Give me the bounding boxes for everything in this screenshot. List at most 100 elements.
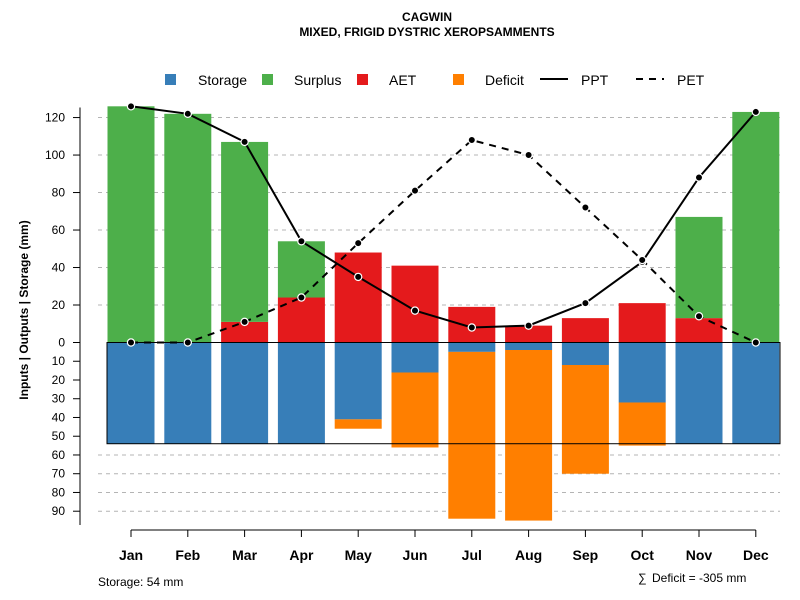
ppt-point-aug [524,321,533,330]
legend-label-pet: PET [677,72,705,88]
x-tick-label-nov: Nov [686,547,713,563]
bar-surplus-mar [221,141,269,322]
bar-deficit-may [334,419,382,429]
pet-point-may [354,238,363,248]
ppt-point-mar [240,137,249,147]
y-tick-label-lower-70: 70 [52,467,66,481]
y-tick-label-lower-10: 10 [52,354,66,368]
storage-note: Storage: 54 mm [98,575,183,589]
bar-surplus-apr [277,241,325,298]
legend-label-deficit: Deficit [485,72,524,88]
pet-point-mar [240,317,249,327]
pet-point-apr [297,293,306,302]
pet-point-feb [183,338,192,347]
ppt-point-nov [694,173,704,182]
bar-deficit-jun [391,372,439,448]
y-tick-label-upper-80: 80 [52,186,66,200]
bar-aet-nov [675,318,723,343]
bar-storage-dec [732,342,780,444]
series-lines [126,102,761,347]
bar-deficit-sep [561,364,609,474]
ppt-point-jun [410,306,420,315]
bar-aet-sep [561,318,609,343]
bar-aet-oct [618,303,666,343]
legend-swatch-deficit [453,74,464,85]
pet-point-oct [638,255,647,265]
deficit-note: Deficit = -305 mm [652,571,746,585]
bar-deficit-aug [505,349,553,521]
y-tick-label-upper-40: 40 [52,261,66,275]
legend-swatch-storage [165,74,176,85]
ppt-point-apr [297,237,306,246]
bar-storage-jan [107,342,155,444]
legend-label-storage: Storage [198,72,247,88]
bars [106,106,781,521]
ppt-point-may [354,272,363,282]
ppt-point-feb [183,109,192,119]
bar-deficit-oct [618,402,666,446]
bar-storage-oct [618,342,666,403]
y-tick-label-upper-120: 120 [45,111,65,125]
pet-point-jun [410,186,420,195]
bar-storage-nov [675,342,723,444]
ppt-point-jan [126,102,136,111]
bar-aet-jun [391,265,439,343]
ppt-point-sep [581,298,590,308]
y-tick-label-lower-50: 50 [52,429,66,443]
pet-point-jan [126,338,136,347]
legend-swatch-surplus [262,74,273,85]
chart-subtitle: MIXED, FRIGID DYSTRIC XEROPSAMMENTS [299,25,554,39]
y-tick-label-lower-20: 20 [52,373,66,387]
storage-capacity-box [106,342,781,445]
bar-storage-feb [164,342,212,444]
pet-point-dec [751,338,761,347]
bar-surplus-dec [732,111,780,343]
y-tick-label-lower-90: 90 [52,504,66,518]
x-tick-label-jun: Jun [403,547,428,563]
ppt-point-dec [751,107,761,117]
bar-storage-sep [561,342,609,365]
bar-surplus-jan [107,106,155,343]
y-tick-label-lower-80: 80 [52,485,66,499]
pet-point-jul [467,135,476,145]
legend-label-aet: AET [389,72,417,88]
bar-storage-may [334,342,382,420]
y-tick-label-lower-30: 30 [52,392,66,406]
x-tick-label-aug: Aug [515,547,542,563]
bar-storage-aug [505,342,553,350]
bar-surplus-feb [164,113,212,343]
x-tick-label-dec: Dec [743,547,769,563]
y-tick-label-upper-0: 0 [58,336,65,350]
bar-storage-mar [221,342,269,444]
legend-swatch-aet [357,74,368,85]
bar-surplus-nov [675,216,723,319]
pet-point-sep [581,203,590,212]
legend-label-surplus: Surplus [294,72,341,88]
ppt-point-jul [467,323,476,332]
chart-title: CAGWIN [402,10,452,24]
gridlines [98,117,780,512]
y-tick-label-lower-40: 40 [52,410,66,424]
legend: Storage Surplus AET Deficit PPT PET [165,72,705,88]
x-tick-label-oct: Oct [631,547,655,563]
x-tick-label-feb: Feb [175,547,200,563]
bar-storage-jul [448,342,496,352]
bar-deficit-jul [448,351,496,519]
legend-label-ppt: PPT [581,72,609,88]
deficit-sum-symbol: ∑ [638,571,647,585]
pet-point-aug [524,150,533,160]
y-tick-label-lower-60: 60 [52,448,66,462]
bar-storage-apr [277,342,325,444]
x-tick-label-jul: Jul [462,547,482,563]
ppt-line [130,105,757,329]
y-tick-label-upper-60: 60 [52,223,66,237]
x-tick-label-sep: Sep [573,547,599,563]
pet-line [131,138,757,344]
bar-storage-jun [391,342,439,373]
x-tick-label-apr: Apr [289,547,314,563]
pet-point-nov [694,312,704,321]
x-tick-label-may: May [345,547,372,563]
x-tick-label-jan: Jan [119,547,143,563]
y-tick-label-upper-20: 20 [52,298,66,312]
bar-aet-aug [505,325,553,343]
